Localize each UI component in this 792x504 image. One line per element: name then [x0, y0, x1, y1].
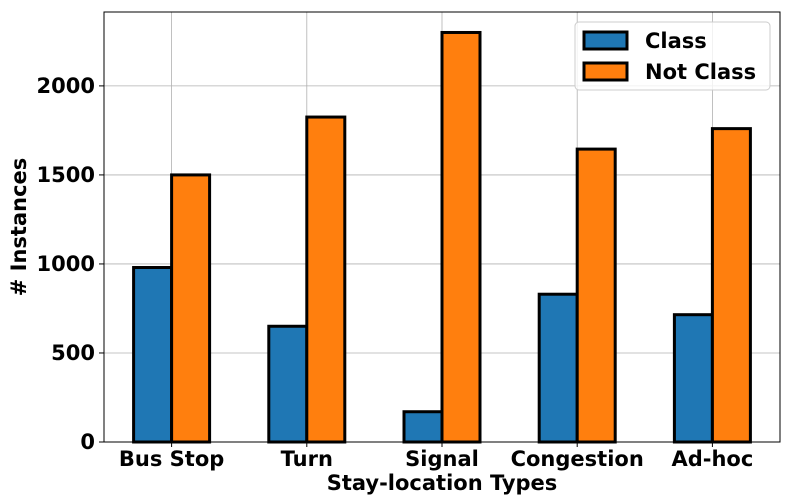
legend-label: Class	[645, 29, 707, 53]
y-tick-label: 1000	[37, 252, 95, 276]
bar-not-class	[170, 173, 212, 444]
x-tick-label: Signal	[405, 447, 479, 471]
legend-label: Not Class	[645, 60, 756, 84]
bar-not-class	[440, 30, 482, 444]
x-tick-label: Turn	[281, 447, 333, 471]
bar-class	[132, 266, 174, 444]
bars	[132, 30, 752, 444]
legend: Class Not Class	[574, 21, 771, 91]
y-tick-label: 500	[51, 341, 95, 365]
bar-not-class	[305, 115, 347, 444]
x-tick-label: Ad-hoc	[671, 447, 753, 471]
bar-not-class	[575, 147, 617, 444]
x-tick-label: Congestion	[511, 447, 644, 471]
y-axis-label: # Instances	[7, 158, 31, 297]
y-tick-label: 0	[80, 430, 95, 454]
bar-class	[402, 410, 444, 444]
x-axis-label: Stay-location Types	[327, 471, 558, 495]
y-axis-ticks: 0 500 1000 1500 2000	[37, 74, 104, 454]
bar-class	[267, 324, 309, 444]
bar-class	[537, 292, 579, 444]
x-tick-label: Bus Stop	[119, 447, 224, 471]
y-tick-label: 1500	[37, 163, 95, 187]
bar-not-class	[710, 127, 752, 444]
legend-swatch	[582, 61, 629, 82]
bar-class	[672, 313, 714, 444]
y-tick-label: 2000	[37, 74, 95, 98]
x-axis-ticks: Bus Stop Turn Signal Congestion Ad-hoc	[119, 442, 753, 471]
legend-swatch	[582, 30, 629, 51]
